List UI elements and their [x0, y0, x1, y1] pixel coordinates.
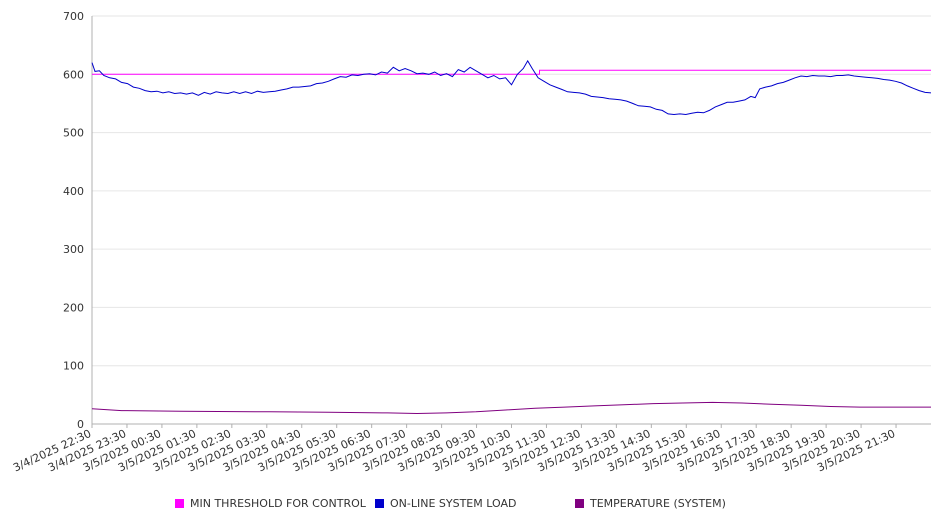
legend-item-min-threshold[interactable]: MIN THRESHOLD FOR CONTROL	[175, 497, 366, 510]
system-load-line	[91, 59, 932, 116]
legend-swatch-min-threshold	[175, 499, 184, 508]
y-tick-label: 100	[63, 360, 84, 373]
legend-swatch-temperature	[575, 499, 584, 508]
y-tick-label: 0	[77, 418, 84, 431]
y-tick-label: 200	[63, 301, 84, 314]
legend-swatch-system-load	[375, 499, 384, 508]
y-tick-label: 600	[63, 68, 84, 81]
legend-item-temperature[interactable]: TEMPERATURE (SYSTEM)	[575, 497, 726, 510]
temperature-line	[91, 401, 931, 415]
legend-label-min-threshold: MIN THRESHOLD FOR CONTROL	[190, 497, 366, 510]
y-tick-label: 500	[63, 127, 84, 140]
legend-label-temperature: TEMPERATURE (SYSTEM)	[590, 497, 726, 510]
legend-label-system-load: ON-LINE SYSTEM LOAD	[390, 497, 517, 510]
min-threshold-line	[92, 69, 931, 75]
y-tick-label: 300	[63, 243, 84, 256]
y-tick-label: 700	[63, 10, 84, 23]
chart-legend: MIN THRESHOLD FOR CONTROL ON-LINE SYSTEM…	[0, 497, 946, 515]
legend-item-system-load[interactable]: ON-LINE SYSTEM LOAD	[375, 497, 516, 510]
y-tick-label: 400	[63, 185, 84, 198]
